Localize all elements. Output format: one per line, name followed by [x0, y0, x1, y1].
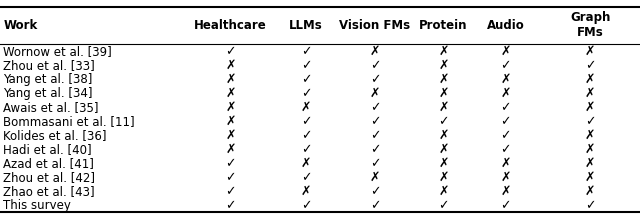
- Text: ✓: ✓: [370, 115, 380, 128]
- Text: ✗: ✗: [585, 171, 595, 184]
- Text: ✓: ✓: [438, 115, 449, 128]
- Text: Graph
FMs: Graph FMs: [570, 11, 611, 39]
- Text: ✓: ✓: [370, 199, 380, 212]
- Text: ✗: ✗: [301, 101, 311, 114]
- Text: Yang et al. [38]: Yang et al. [38]: [3, 73, 93, 86]
- Text: Bommasani et al. [11]: Bommasani et al. [11]: [3, 115, 135, 128]
- Text: ✓: ✓: [301, 73, 311, 86]
- Text: ✓: ✓: [225, 185, 236, 198]
- Text: Healthcare: Healthcare: [194, 19, 267, 32]
- Text: ✓: ✓: [370, 157, 380, 170]
- Text: ✗: ✗: [500, 87, 511, 100]
- Text: ✗: ✗: [438, 143, 449, 156]
- Text: ✓: ✓: [500, 101, 511, 114]
- Text: ✓: ✓: [585, 59, 595, 72]
- Text: ✗: ✗: [585, 143, 595, 156]
- Text: ✓: ✓: [225, 171, 236, 184]
- Text: ✗: ✗: [585, 185, 595, 198]
- Text: ✓: ✓: [301, 87, 311, 100]
- Text: Awais et al. [35]: Awais et al. [35]: [3, 101, 99, 114]
- Text: ✓: ✓: [301, 115, 311, 128]
- Text: Vision FMs: Vision FMs: [339, 19, 411, 32]
- Text: ✓: ✓: [301, 171, 311, 184]
- Text: ✓: ✓: [301, 59, 311, 72]
- Text: Azad et al. [41]: Azad et al. [41]: [3, 157, 94, 170]
- Text: ✗: ✗: [438, 129, 449, 142]
- Text: ✗: ✗: [500, 45, 511, 58]
- Text: ✓: ✓: [438, 199, 449, 212]
- Text: ✗: ✗: [225, 143, 236, 156]
- Text: ✗: ✗: [370, 87, 380, 100]
- Text: ✗: ✗: [438, 157, 449, 170]
- Text: ✓: ✓: [225, 199, 236, 212]
- Text: ✗: ✗: [225, 129, 236, 142]
- Text: ✗: ✗: [585, 45, 595, 58]
- Text: ✓: ✓: [370, 59, 380, 72]
- Text: LLMs: LLMs: [289, 19, 323, 32]
- Text: ✓: ✓: [370, 73, 380, 86]
- Text: ✗: ✗: [500, 171, 511, 184]
- Text: ✗: ✗: [225, 73, 236, 86]
- Text: ✗: ✗: [585, 157, 595, 170]
- Text: Zhou et al. [33]: Zhou et al. [33]: [3, 59, 95, 72]
- Text: ✗: ✗: [438, 87, 449, 100]
- Text: ✗: ✗: [225, 115, 236, 128]
- Text: ✗: ✗: [370, 45, 380, 58]
- Text: ✓: ✓: [370, 143, 380, 156]
- Text: ✓: ✓: [585, 115, 595, 128]
- Text: ✓: ✓: [301, 129, 311, 142]
- Text: ✓: ✓: [301, 143, 311, 156]
- Text: ✓: ✓: [500, 143, 511, 156]
- Text: ✓: ✓: [370, 129, 380, 142]
- Text: ✓: ✓: [500, 59, 511, 72]
- Text: ✗: ✗: [585, 87, 595, 100]
- Text: Kolides et al. [36]: Kolides et al. [36]: [3, 129, 107, 142]
- Text: ✗: ✗: [585, 101, 595, 114]
- Text: ✓: ✓: [301, 45, 311, 58]
- Text: ✓: ✓: [225, 45, 236, 58]
- Text: ✗: ✗: [438, 45, 449, 58]
- Text: ✗: ✗: [301, 185, 311, 198]
- Text: Wornow et al. [39]: Wornow et al. [39]: [3, 45, 112, 58]
- Text: ✗: ✗: [585, 129, 595, 142]
- Text: ✗: ✗: [438, 73, 449, 86]
- Text: ✗: ✗: [370, 171, 380, 184]
- Text: ✓: ✓: [225, 157, 236, 170]
- Text: ✗: ✗: [438, 185, 449, 198]
- Text: ✓: ✓: [301, 199, 311, 212]
- Text: Hadi et al. [40]: Hadi et al. [40]: [3, 143, 92, 156]
- Text: ✗: ✗: [500, 157, 511, 170]
- Text: ✓: ✓: [370, 101, 380, 114]
- Text: Work: Work: [3, 19, 38, 32]
- Text: ✓: ✓: [500, 115, 511, 128]
- Text: ✗: ✗: [585, 73, 595, 86]
- Text: ✓: ✓: [370, 185, 380, 198]
- Text: ✗: ✗: [438, 171, 449, 184]
- Text: ✗: ✗: [500, 73, 511, 86]
- Text: ✗: ✗: [225, 101, 236, 114]
- Text: Yang et al. [34]: Yang et al. [34]: [3, 87, 93, 100]
- Text: ✗: ✗: [438, 101, 449, 114]
- Text: Protein: Protein: [419, 19, 468, 32]
- Text: ✓: ✓: [500, 199, 511, 212]
- Text: Audio: Audio: [487, 19, 524, 32]
- Text: Zhao et al. [43]: Zhao et al. [43]: [3, 185, 95, 198]
- Text: ✗: ✗: [500, 185, 511, 198]
- Text: Zhou et al. [42]: Zhou et al. [42]: [3, 171, 95, 184]
- Text: ✓: ✓: [585, 199, 595, 212]
- Text: This survey: This survey: [3, 199, 71, 212]
- Text: ✗: ✗: [301, 157, 311, 170]
- Text: ✗: ✗: [225, 59, 236, 72]
- Text: ✗: ✗: [225, 87, 236, 100]
- Text: ✗: ✗: [438, 59, 449, 72]
- Text: ✓: ✓: [500, 129, 511, 142]
